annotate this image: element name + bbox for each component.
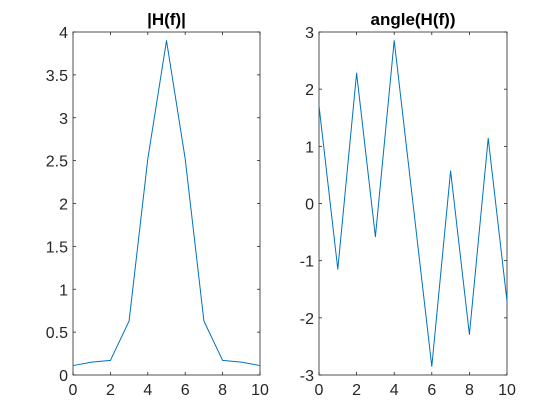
y-tick-label-phase: 1 [305,139,314,156]
y-tick-label-phase: -3 [300,368,314,385]
y-tick-label-phase: -1 [300,254,314,271]
tick-group-magnitude: 0 2 4 6 8 10 0 0.5 1 1.5 2 2.5 3 3.5 4 [46,25,269,399]
chart-title-magnitude: |H(f)| [147,10,186,29]
x-tick-label-magnitude: 4 [143,382,152,399]
x-tick-label-phase: 0 [315,382,324,399]
x-tick-label-magnitude: 10 [251,382,269,399]
x-tick-label-phase: 4 [390,382,399,399]
x-tick-label-magnitude: 6 [181,382,190,399]
series-group-phase [318,40,508,367]
y-tick-label-magnitude: 3.5 [46,68,68,85]
y-tick-label-magnitude: 3 [59,111,68,128]
plot-area-magnitude [72,31,261,376]
series-group-magnitude [72,40,261,367]
x-tick-label-phase: 2 [352,382,361,399]
y-tick-label-phase: 3 [305,25,314,42]
y-tick-label-magnitude: 1.5 [46,239,68,256]
y-tick-label-magnitude: 2.5 [46,154,68,171]
x-tick-label-phase: 10 [498,382,516,399]
subplot-magnitude: |H(f)| 0 2 4 6 8 10 0 0.5 1 1.5 2 2.5 3 3.5 4 [46,10,269,399]
y-tick-label-phase: 0 [305,197,314,214]
y-tick-label-magnitude: 0.5 [46,325,68,342]
x-tick-label-phase: 8 [465,382,474,399]
y-tick-label-magnitude: 0 [59,368,68,385]
x-tick-label-phase: 6 [427,382,436,399]
y-tick-label-phase: 2 [305,82,314,99]
tick-group-phase: 0 2 4 6 8 10 -3 -2 -1 0 1 2 3 [300,25,516,399]
series-line-phase [318,40,508,367]
chart-title-phase: angle(H(f)) [371,10,456,29]
y-tick-label-phase: -2 [300,311,314,328]
x-tick-label-magnitude: 8 [218,382,227,399]
x-tick-label-magnitude: 2 [106,382,115,399]
y-tick-label-magnitude: 1 [59,282,68,299]
y-tick-label-magnitude: 2 [59,197,68,214]
subplot-phase: angle(H(f)) 0 2 4 6 8 10 -3 -2 -1 0 1 2 3 [300,10,516,399]
y-tick-label-magnitude: 4 [59,25,68,42]
series-line-magnitude [72,40,261,367]
plot-area-phase [318,31,508,376]
x-tick-label-magnitude: 0 [69,382,78,399]
